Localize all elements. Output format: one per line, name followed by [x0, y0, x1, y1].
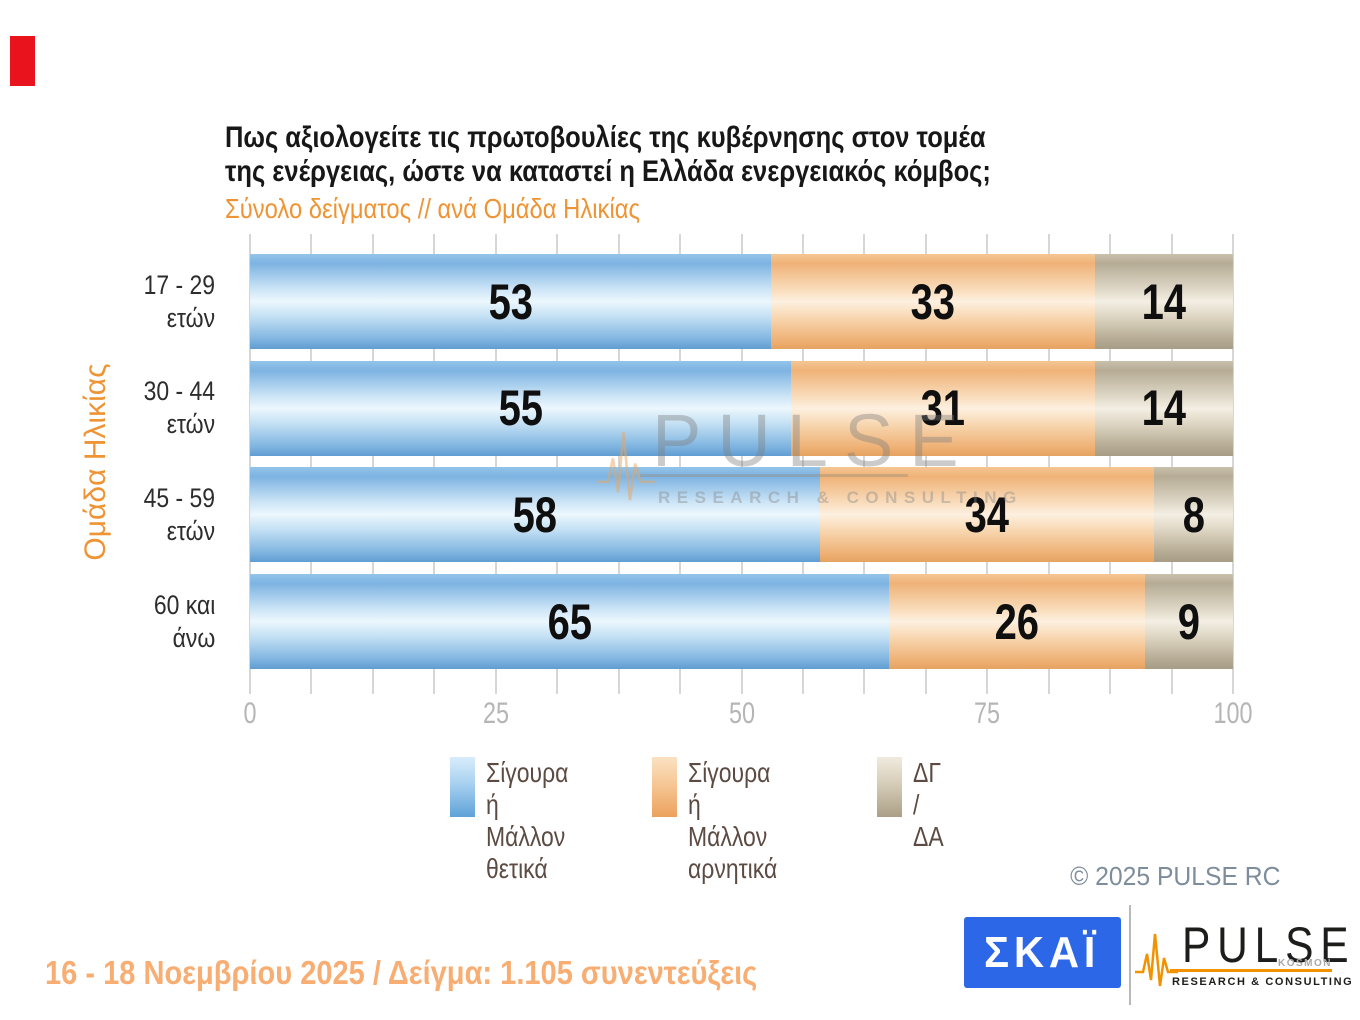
bar-segment: 58: [250, 467, 821, 563]
bar-segment: 9: [1144, 574, 1233, 670]
x-gridline: [863, 234, 866, 694]
x-gridline: [1109, 234, 1112, 694]
legend-label: ΔΓ / ΔΑ: [913, 757, 944, 852]
category-label: 17 - 29 ετών: [143, 269, 215, 333]
x-gridline: [740, 234, 743, 694]
value-label: 58: [512, 486, 558, 543]
bar-segment: 14: [1095, 254, 1233, 349]
bar-segment: 65: [250, 574, 889, 670]
pulse-logo-text: PULSE: [1182, 917, 1356, 973]
skai-logo-text: ΣΚΑΪ: [984, 927, 1101, 977]
chart-title-line2: της ενέργειας, ώστε να καταστεί η Ελλάδα…: [225, 155, 991, 188]
x-gridline: [1170, 234, 1173, 694]
bar-row: 55 31 14: [250, 360, 1233, 456]
bar-row: 53 33 14: [250, 254, 1233, 349]
bar-segment: 53: [250, 254, 771, 349]
value-label: 53: [488, 273, 533, 330]
x-gridline: [1232, 234, 1234, 694]
x-tick-label: 75: [974, 697, 1001, 730]
value-label: 33: [910, 273, 956, 330]
value-label: 34: [964, 486, 1010, 543]
x-gridline: [371, 234, 374, 694]
x-gridline: [310, 234, 313, 694]
x-gridline: [924, 234, 927, 694]
x-gridline: [249, 234, 251, 694]
bar-segment: 34: [820, 467, 1155, 563]
x-tick-label: 50: [728, 697, 755, 730]
legend-swatch: [652, 757, 677, 817]
value-label: 65: [547, 593, 592, 650]
x-tick-label: 0: [243, 697, 257, 730]
bar-segment: 33: [770, 254, 1096, 349]
bar-segment: 26: [888, 574, 1145, 670]
copyright-text: © 2025 PULSE RC: [1069, 861, 1280, 891]
bar-segment: 55: [250, 360, 791, 456]
pulse-logo-tagline: RESEARCH & CONSULTING: [1172, 976, 1354, 988]
bar-row: 58 34 8: [250, 467, 1233, 563]
bar-segment: 14: [1095, 360, 1233, 456]
pulse-logo: PULSE KOSMON RESEARCH & CONSULTING: [1130, 900, 1352, 1010]
pulse-logo-underline: [1170, 969, 1332, 972]
value-label: 31: [920, 380, 966, 437]
fieldwork-note: 16 - 18 Νοεμβρίου 2025 / Δείγμα: 1.105 σ…: [45, 954, 758, 991]
red-accent-mark: [10, 36, 35, 86]
bar-row: 65 26 9: [250, 574, 1233, 670]
x-gridline: [433, 234, 436, 694]
pulse-waveform-icon: [1135, 933, 1178, 987]
legend-swatch: [877, 757, 902, 817]
legend-item: ΔΓ / ΔΑ: [877, 757, 950, 853]
value-label: 9: [1177, 593, 1200, 650]
x-gridline: [986, 234, 989, 694]
chart-title-line1: Πως αξιολογείτε τις πρωτοβουλίες της κυβ…: [225, 121, 986, 154]
bar-segment: 31: [790, 360, 1096, 456]
category-label: 45 - 59 ετών: [143, 482, 215, 546]
logo-divider: [1129, 905, 1131, 1005]
x-tick-label: 25: [482, 697, 509, 730]
x-gridline: [1047, 234, 1050, 694]
value-label: 14: [1141, 273, 1187, 330]
value-label: 8: [1182, 486, 1205, 543]
chart-title: Πως αξιολογείτε τις πρωτοβουλίες της κυβ…: [225, 121, 991, 189]
legend-item: Σίγουρα ή Μάλλον θετικά: [450, 757, 587, 885]
x-gridline: [556, 234, 559, 694]
x-gridline: [494, 234, 497, 694]
legend-item: Σίγουρα ή Μάλλον αρνητικά: [652, 757, 797, 885]
legend-label: Σίγουρα ή Μάλλον θετικά: [486, 757, 569, 884]
x-gridline: [801, 234, 804, 694]
chart-subtitle: Σύνολο δείγματος // ανά Ομάδα Ηλικίας: [225, 193, 640, 224]
legend-swatch: [450, 757, 475, 817]
x-gridline: [679, 234, 682, 694]
value-label: 26: [994, 593, 1039, 650]
legend-label: Σίγουρα ή Μάλλον αρνητικά: [688, 757, 778, 884]
category-label: 30 - 44 ετών: [143, 376, 215, 440]
x-tick-label: 100: [1213, 697, 1253, 730]
value-label: 55: [498, 380, 543, 437]
category-label: 60 και άνω: [153, 589, 215, 653]
value-label: 14: [1141, 380, 1187, 437]
skai-logo: ΣΚΑΪ: [964, 917, 1121, 988]
bar-segment: 8: [1154, 467, 1233, 563]
pulse-logo-kosmon: KOSMON: [1278, 958, 1332, 969]
